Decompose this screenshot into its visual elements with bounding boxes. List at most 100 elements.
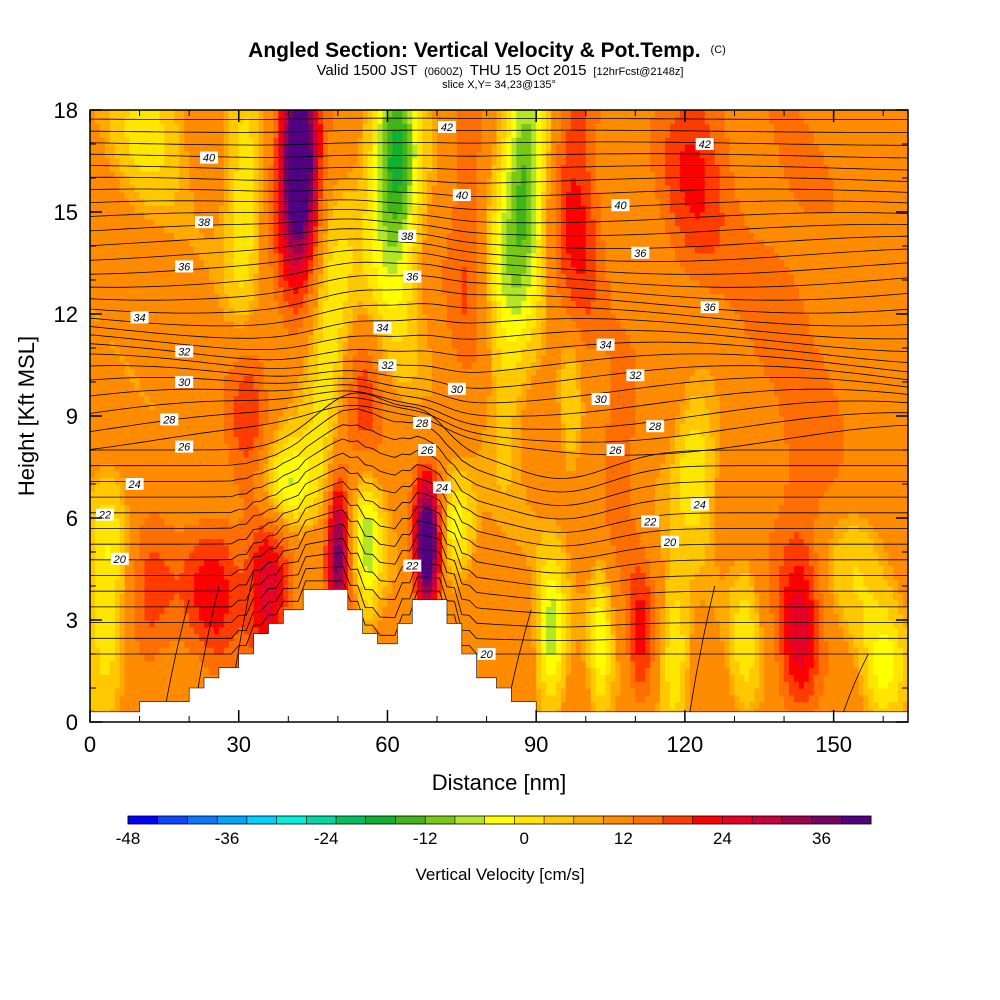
velocity-field bbox=[90, 110, 908, 722]
contour-label: 34 bbox=[130, 311, 149, 324]
contour-label: 26 bbox=[175, 440, 194, 454]
contour-label: 24 bbox=[432, 481, 451, 494]
colorbar-tick-label: -12 bbox=[413, 829, 438, 848]
colorbar-tick-label: 36 bbox=[812, 829, 831, 848]
isentrope-line bbox=[90, 404, 908, 456]
colorbar-swatch bbox=[573, 816, 604, 824]
colorbar-tick-label: -24 bbox=[314, 829, 339, 848]
isentrope-line bbox=[90, 188, 908, 198]
y-tick-label: 9 bbox=[66, 404, 78, 429]
contour-label: 42 bbox=[437, 121, 456, 134]
colorbar-swatch bbox=[425, 816, 456, 824]
isentrope-line bbox=[90, 165, 908, 171]
x-tick-label: 30 bbox=[226, 732, 250, 757]
contour-label: 40 bbox=[199, 151, 218, 165]
isentrope-line bbox=[90, 390, 908, 430]
contour-label: 22 bbox=[95, 508, 114, 522]
colorbar-swatch bbox=[157, 816, 188, 824]
isentrope-line bbox=[90, 408, 908, 493]
colorbar-swatch bbox=[603, 816, 634, 824]
isentrope-line bbox=[90, 238, 908, 262]
colorbar-swatch bbox=[306, 816, 337, 824]
isentrope-line bbox=[90, 228, 908, 249]
colorbar-swatch bbox=[217, 816, 248, 824]
isentrope-line bbox=[90, 249, 908, 275]
contour-label: 20 bbox=[477, 648, 496, 661]
y-tick-label: 0 bbox=[66, 710, 78, 735]
isentrope-line bbox=[90, 329, 908, 352]
contour-label: 32 bbox=[378, 359, 397, 372]
isentrope-line bbox=[90, 537, 908, 614]
isentrope-line bbox=[90, 303, 908, 327]
contour-label: 40 bbox=[452, 189, 471, 202]
isentrope-line bbox=[90, 365, 908, 389]
contour-label: 32 bbox=[175, 345, 194, 358]
colorbar-tick-label: -48 bbox=[116, 829, 141, 848]
isentrope-line bbox=[90, 424, 908, 506]
contour-labels: 42 42 40 40 40 38 38 36 36 36 36 34 34 34 32 32 32 30 30 30… bbox=[95, 121, 719, 661]
contour-label: 38 bbox=[398, 229, 417, 243]
colorbar-swatch bbox=[187, 816, 218, 824]
x-tick-label: 150 bbox=[815, 732, 852, 757]
x-tick-label: 90 bbox=[524, 732, 548, 757]
contour-label: 32 bbox=[626, 369, 645, 382]
isentrope-line bbox=[90, 452, 908, 533]
x-tick-label: 0 bbox=[84, 732, 96, 757]
contour-label: 36 bbox=[403, 270, 422, 284]
isentrope-line bbox=[90, 580, 908, 655]
isentrope-line bbox=[90, 341, 908, 363]
contour-label: 42 bbox=[695, 138, 714, 151]
isentrope-line bbox=[90, 566, 908, 641]
isentrope-line bbox=[689, 585, 716, 712]
colorbar-swatch bbox=[752, 816, 783, 824]
colorbar-swatch bbox=[811, 816, 842, 824]
isentrope-line bbox=[90, 141, 908, 146]
y-tick-label: 6 bbox=[66, 506, 78, 531]
isentrope-line bbox=[90, 199, 908, 211]
isentrope-line bbox=[90, 552, 908, 628]
contour-label: 40 bbox=[611, 199, 630, 212]
contour-label: 28 bbox=[160, 413, 179, 426]
x-tick-label: 120 bbox=[667, 732, 704, 757]
contour-label: 24 bbox=[690, 498, 709, 511]
colorbar-swatch bbox=[662, 816, 694, 824]
colorbar-swatch bbox=[722, 816, 753, 824]
colorbar-tick-label: 24 bbox=[713, 829, 732, 848]
contour-label: 22 bbox=[641, 515, 660, 528]
colorbar-swatch bbox=[276, 816, 307, 824]
colorbar-swatch bbox=[514, 816, 545, 824]
terrain bbox=[90, 589, 908, 722]
colorbar-swatch bbox=[128, 816, 159, 824]
colorbar-tick-label: 12 bbox=[614, 829, 633, 848]
colorbar-swatch bbox=[395, 816, 426, 824]
colorbar-swatch bbox=[484, 816, 515, 824]
contour-label: 30 bbox=[447, 382, 466, 396]
colorbar-tick-label: 0 bbox=[520, 829, 529, 848]
isentrope-line bbox=[90, 209, 908, 224]
x-axis: 0 30 60 90 120 150 bbox=[84, 110, 884, 757]
y-tick-label: 3 bbox=[66, 608, 78, 633]
contour-label: 36 bbox=[631, 246, 650, 260]
potential-temperature-contours bbox=[90, 117, 908, 712]
isentrope-line bbox=[164, 599, 190, 712]
colorbar-swatch bbox=[781, 816, 812, 824]
isentrope-line bbox=[90, 392, 908, 479]
isentrope-line bbox=[90, 466, 908, 547]
slice-info: slice X,Y= 34,23@135° bbox=[442, 79, 556, 91]
isentrope-line bbox=[90, 288, 908, 314]
isentrope-line bbox=[90, 218, 908, 237]
contour-label: 20 bbox=[661, 535, 680, 549]
contour-label: 26 bbox=[606, 444, 625, 457]
contour-label: 28 bbox=[646, 420, 665, 433]
isentrope-line bbox=[90, 495, 908, 574]
y-tick-label: 15 bbox=[54, 200, 78, 225]
isentrope-line bbox=[90, 523, 908, 601]
isentrope-line bbox=[90, 377, 908, 404]
isentrope-line bbox=[843, 653, 869, 712]
colorbar-swatch bbox=[365, 816, 396, 824]
contour-label: 36 bbox=[700, 301, 719, 314]
colorbar-swatch bbox=[692, 816, 723, 824]
colorbar-tick-label: -36 bbox=[215, 829, 240, 848]
contour-label: 38 bbox=[195, 216, 214, 229]
